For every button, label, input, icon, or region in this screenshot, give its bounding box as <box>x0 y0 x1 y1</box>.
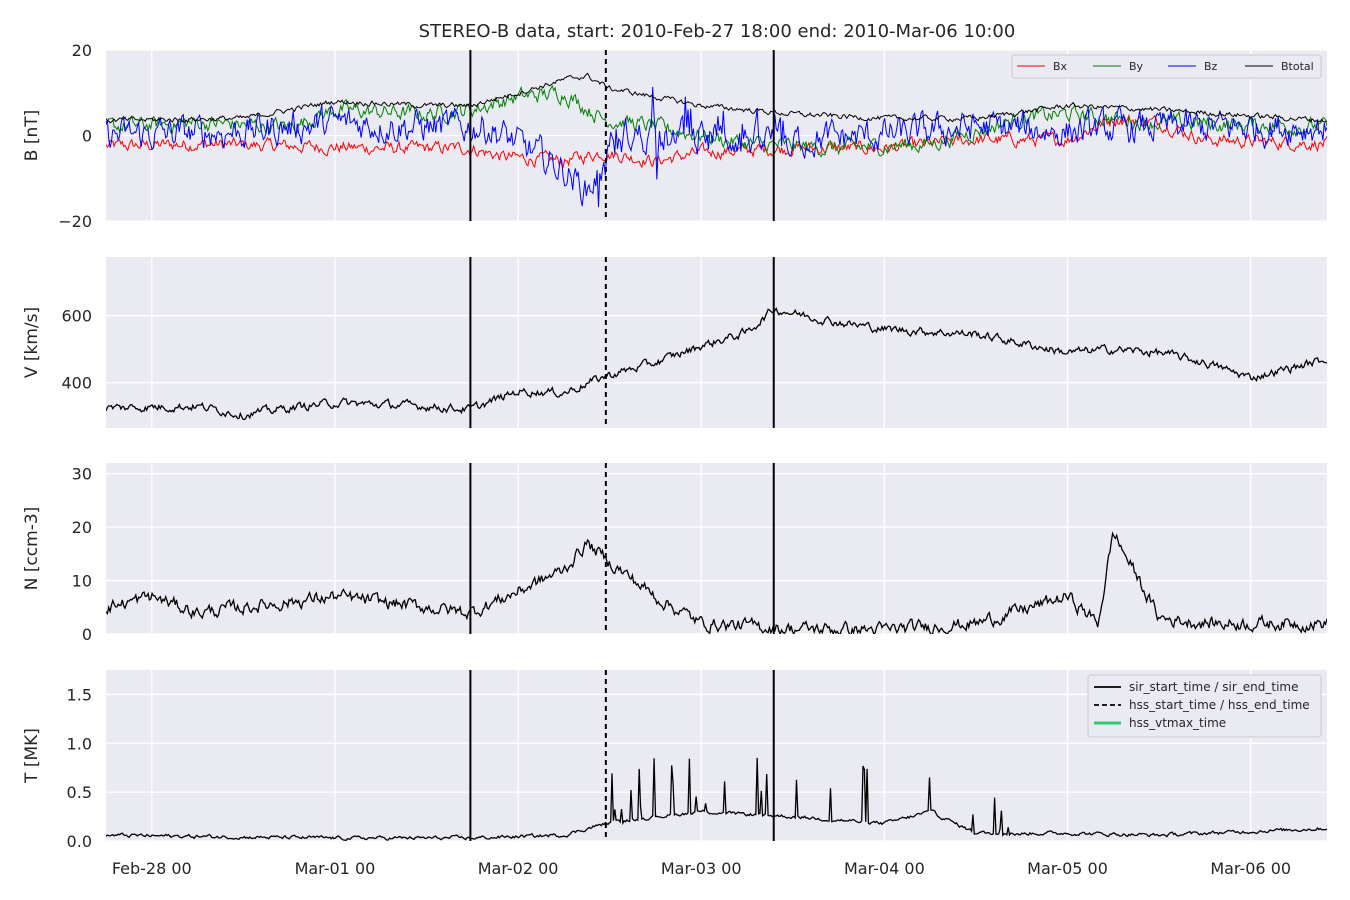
legend-btotal-label: Btotal <box>1281 60 1314 73</box>
x-tick-label: Mar-04 00 <box>844 859 925 878</box>
legend-bx-label: Bx <box>1053 60 1068 73</box>
v-panel-background <box>106 257 1327 428</box>
event-legend-label: hss_vtmax_time <box>1129 716 1226 730</box>
y-axis-label: N [ccm-3] <box>22 507 42 591</box>
x-tick-label: Mar-05 00 <box>1027 859 1108 878</box>
event-legend-label: hss_start_time / hss_end_time <box>1129 698 1310 712</box>
y-tick-label: 0 <box>82 127 92 146</box>
series-bz-line <box>106 86 1327 208</box>
y-tick-label: 0 <box>82 625 92 644</box>
x-tick-label: Mar-01 00 <box>295 859 376 878</box>
y-tick-label: 20 <box>72 518 92 537</box>
b-legend: Bx By Bz Btotal <box>1011 54 1322 79</box>
y-tick-label: 0.0 <box>67 832 92 851</box>
event-legend-label: sir_start_time / sir_end_time <box>1129 680 1299 694</box>
y-axis-label: T [MK] <box>22 728 42 784</box>
x-tick-label: Mar-02 00 <box>478 859 559 878</box>
x-tick-label: Feb-28 00 <box>112 859 192 878</box>
x-tick-label: Mar-03 00 <box>661 859 742 878</box>
y-axis-label: V [km/s] <box>22 307 42 378</box>
n-panel-background <box>106 463 1327 634</box>
legend-by-label: By <box>1129 60 1144 73</box>
series-t-line <box>106 757 1327 841</box>
x-tick-label: Mar-06 00 <box>1210 859 1291 878</box>
y-tick-label: 10 <box>72 572 92 591</box>
y-tick-label: 20 <box>72 41 92 60</box>
event-legend-box <box>1087 674 1322 738</box>
y-axis-label: B [nT] <box>22 110 42 162</box>
y-tick-label: 1.0 <box>67 734 92 753</box>
event-legend: sir_start_time / sir_end_time hss_start_t… <box>1087 674 1322 738</box>
series-btotal-line <box>106 72 1327 124</box>
y-tick-label: 400 <box>61 374 92 393</box>
x-tick-labels: Feb-28 00 Mar-01 00 Mar-02 00 Mar-03 00 Mar-… <box>112 859 1291 878</box>
n-panel: 0 10 20 30 N [ccm-3] <box>22 463 1327 644</box>
y-tick-label: 600 <box>61 307 92 326</box>
series-bx-line <box>106 113 1327 169</box>
b-legend-box <box>1011 54 1322 79</box>
y-tick-label: −20 <box>58 212 92 231</box>
legend-bz-label: Bz <box>1204 60 1218 73</box>
y-tick-label: 0.5 <box>67 783 92 802</box>
figure-title: STEREO-B data, start: 2010-Feb-27 18:00 … <box>419 21 1016 42</box>
v-panel: 400 600 V [km/s] <box>22 257 1327 428</box>
series-n-line <box>106 531 1327 634</box>
y-tick-label: 1.5 <box>67 685 92 704</box>
y-tick-label: 30 <box>72 465 92 484</box>
series-v-line <box>106 306 1327 421</box>
